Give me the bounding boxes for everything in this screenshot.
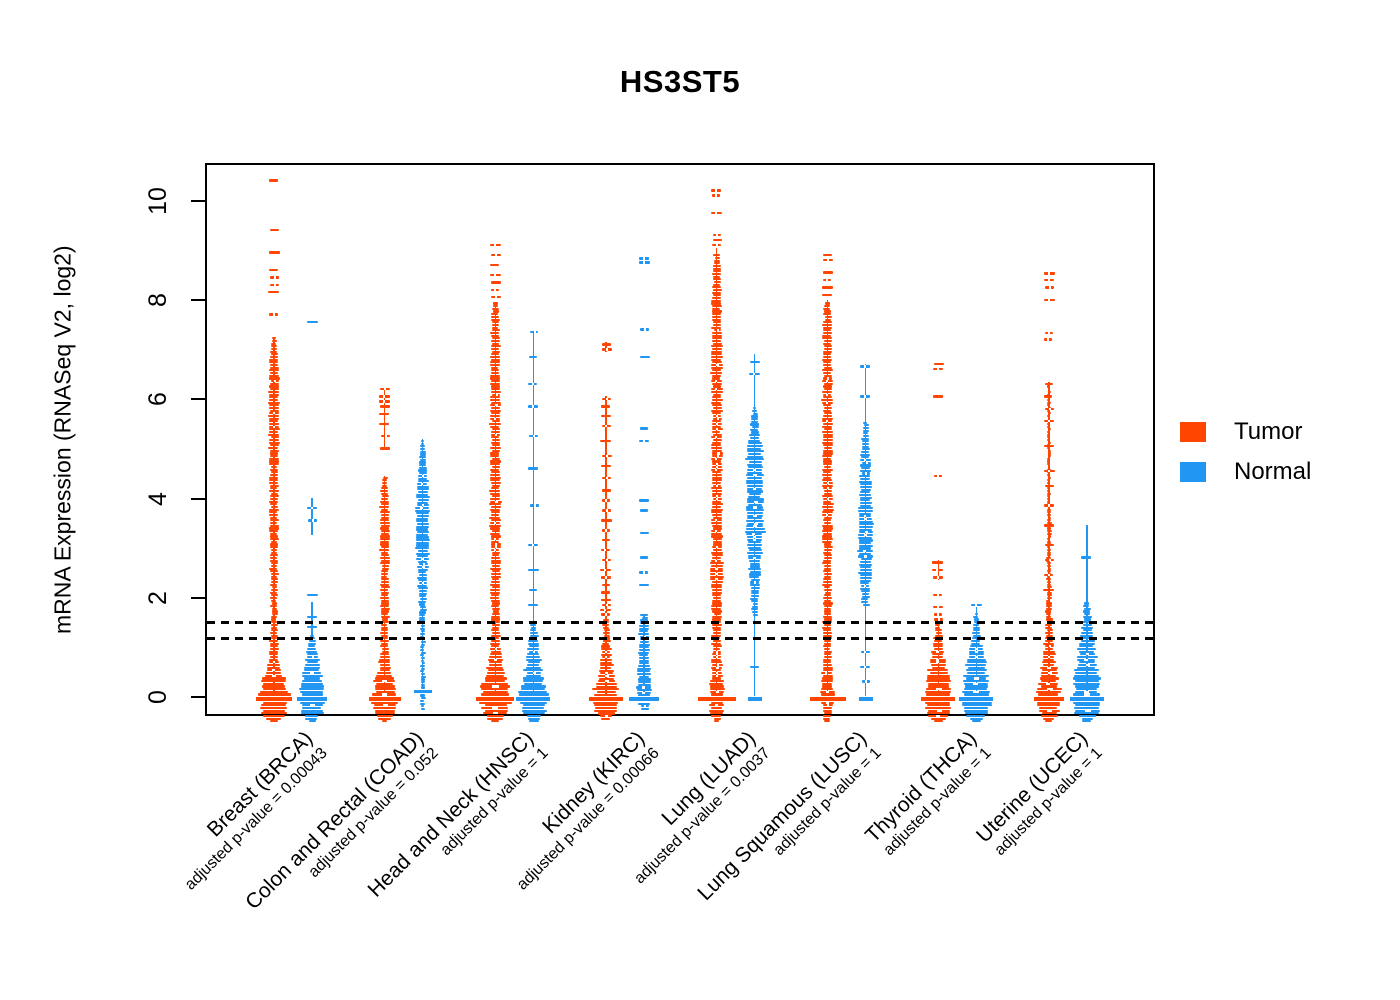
y-tick-mark: [191, 696, 205, 698]
y-tick-label: 4: [143, 491, 172, 506]
median-bar: [413, 689, 432, 694]
y-tick-mark: [191, 497, 205, 500]
y-tick-label: 2: [143, 590, 172, 605]
y-tick-label: 8: [143, 293, 172, 308]
median-bar: [368, 697, 401, 701]
median-bar: [1033, 697, 1064, 701]
legend-label-normal: Normal: [1234, 458, 1312, 485]
y-tick-label: 10: [143, 187, 172, 215]
y-tick-mark: [191, 596, 205, 599]
threshold-line-1: [207, 621, 1153, 624]
median-bar: [1069, 697, 1104, 701]
median-bar: [809, 697, 846, 701]
legend: Tumor Normal: [1180, 412, 1311, 492]
y-tick-mark: [191, 200, 205, 202]
median-bar: [959, 697, 994, 701]
plot-frame: [205, 163, 1155, 723]
legend-item-normal: Normal: [1180, 452, 1311, 492]
median-bar: [516, 697, 551, 701]
normal-color-swatch: [1180, 462, 1206, 482]
median-bar: [858, 697, 873, 701]
x-label-main: Breast (BRCA): [202, 727, 318, 842]
median-bar: [697, 697, 736, 701]
median-bar: [476, 697, 515, 701]
y-tick-label: 6: [143, 392, 172, 407]
legend-item-tumor: Tumor: [1180, 412, 1311, 452]
median-bar: [256, 697, 292, 701]
median-bar: [921, 697, 956, 701]
median-bar: [589, 697, 624, 701]
tumor-color-swatch: [1180, 422, 1206, 442]
y-tick-mark: [191, 398, 205, 401]
threshold-line-2: [207, 637, 1153, 640]
legend-label-tumor: Tumor: [1234, 418, 1303, 445]
chart-title: HS3ST5: [619, 64, 741, 99]
y-tick-mark: [191, 299, 205, 302]
median-bar: [297, 697, 327, 701]
y-tick-label: 0: [143, 690, 172, 704]
median-bar: [629, 697, 660, 701]
y-axis-title: mRNA Expression (RNASeq V2, log2): [49, 245, 76, 634]
median-bar: [747, 697, 762, 701]
